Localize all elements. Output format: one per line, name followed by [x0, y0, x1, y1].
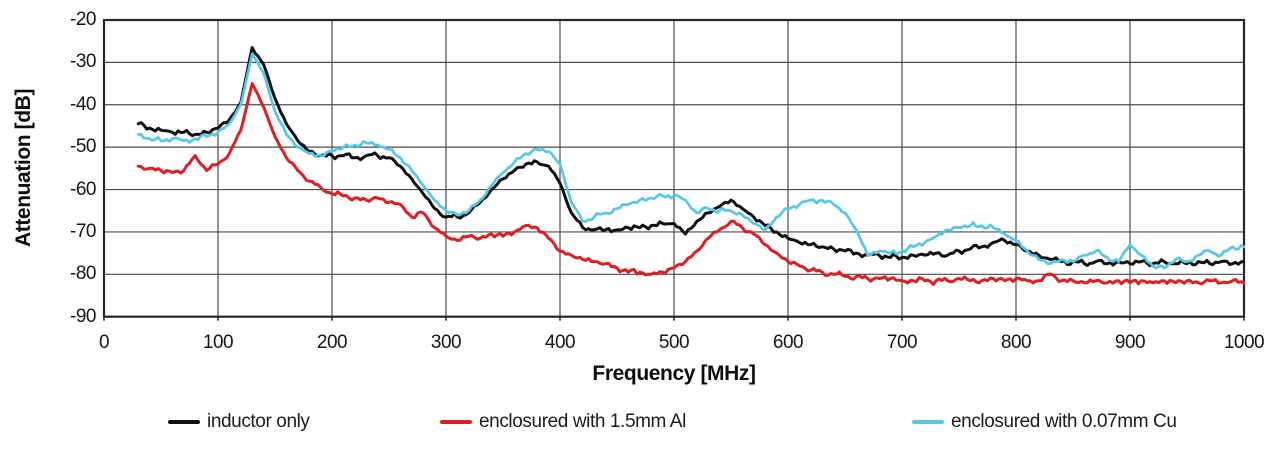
y-tick-label: -30: [70, 51, 96, 73]
x-tick-label: 100: [202, 332, 234, 353]
x-tick-label: 1000: [1223, 332, 1265, 353]
x-tick-label: 700: [886, 332, 918, 353]
legend-entry-1-5mm-al: enclosured with 1.5mm Al: [440, 408, 686, 436]
y-tick-label: -20: [70, 9, 96, 30]
legend-line-swatch-red: [440, 420, 472, 424]
y-tick-label: -60: [70, 178, 96, 200]
y-tick-label: -40: [70, 93, 96, 115]
x-tick-label: 500: [658, 332, 690, 353]
x-tick-label: 0: [98, 332, 110, 353]
legend-line-swatch-black: [168, 420, 200, 424]
x-tick-label: 600: [772, 332, 804, 353]
x-axis-title: Frequency [MHz]: [592, 362, 756, 385]
x-tick-label: 800: [1000, 332, 1032, 353]
y-tick-label: -80: [70, 263, 96, 285]
x-tick-label: 200: [316, 332, 348, 353]
legend-entry-0-07mm-cu: enclosured with 0.07mm Cu: [912, 408, 1177, 436]
y-tick-label: -70: [70, 220, 96, 242]
y-tick-label: -50: [70, 136, 96, 158]
y-axis-title: Attenuation [dB]: [12, 88, 35, 248]
y-tick-label: -90: [70, 305, 96, 327]
legend-label: enclosured with 1.5mm Al: [479, 411, 686, 432]
legend-label: inductor only: [207, 411, 310, 432]
legend-line-swatch-cyan: [912, 420, 944, 424]
x-tick-label: 400: [544, 332, 576, 353]
legend-entry-inductor-only: inductor only: [168, 408, 310, 436]
x-tick-label: 300: [430, 332, 462, 353]
x-tick-label: 900: [1114, 332, 1146, 353]
legend-label: enclosured with 0.07mm Cu: [951, 411, 1177, 432]
